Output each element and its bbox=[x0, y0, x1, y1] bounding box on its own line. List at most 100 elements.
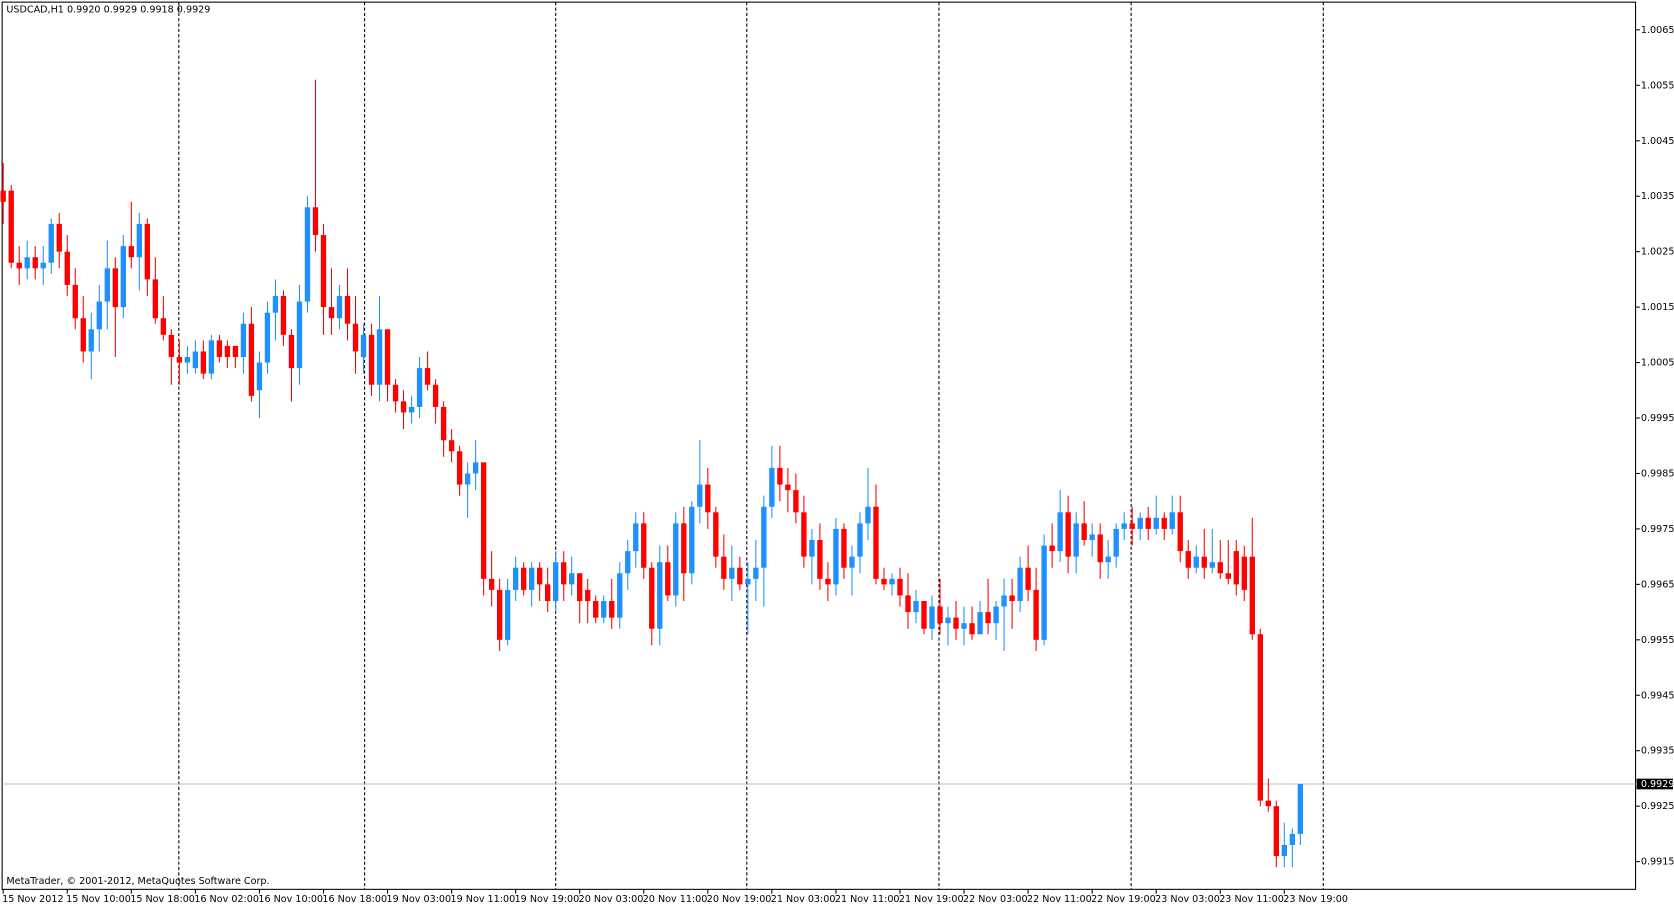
candle-body bbox=[24, 257, 30, 269]
candle-body bbox=[825, 578, 831, 585]
candle-body bbox=[1185, 551, 1191, 568]
x-tick-label: 23 Nov 11:00 bbox=[1219, 894, 1284, 905]
candle-body bbox=[945, 617, 951, 624]
x-tick-label: 16 Nov 10:00 bbox=[258, 894, 323, 905]
x-tick-label: 20 Nov 11:00 bbox=[643, 894, 708, 905]
candle-body bbox=[1009, 595, 1015, 602]
candle-body bbox=[392, 384, 399, 402]
candle-body bbox=[472, 462, 479, 474]
candle-body bbox=[801, 512, 807, 557]
candle-body bbox=[1233, 551, 1239, 585]
candle-body bbox=[937, 606, 943, 624]
y-tick-label: 1.0055 bbox=[1641, 80, 1674, 91]
candle-body bbox=[1281, 844, 1287, 857]
candle-body bbox=[817, 540, 823, 579]
y-tick-label: 0.9985 bbox=[1641, 468, 1674, 479]
candle-body bbox=[617, 573, 623, 618]
y-tick-label: 1.0045 bbox=[1641, 136, 1674, 147]
candle-body bbox=[400, 401, 407, 413]
candle-body bbox=[729, 567, 735, 579]
candle-body bbox=[889, 578, 895, 585]
candle-body bbox=[713, 512, 719, 557]
candle-body bbox=[753, 567, 759, 579]
candle-body bbox=[1073, 523, 1079, 557]
candle-body bbox=[1201, 556, 1207, 568]
candle-body bbox=[569, 573, 575, 585]
y-tick-label: 0.9925 bbox=[1641, 801, 1674, 812]
candle-body bbox=[360, 334, 367, 358]
candle-body bbox=[961, 623, 967, 629]
y-tick-label: 1.0015 bbox=[1641, 302, 1674, 313]
candle-body bbox=[1161, 517, 1167, 529]
x-tick-label: 22 Nov 03:00 bbox=[963, 894, 1028, 905]
candle-body bbox=[905, 595, 911, 613]
candle-body bbox=[216, 340, 223, 358]
x-tick-label: 20 Nov 19:00 bbox=[707, 894, 772, 905]
price-label-box bbox=[1636, 778, 1673, 790]
candle-body bbox=[705, 484, 711, 513]
candle-body bbox=[384, 329, 391, 385]
candle-body bbox=[1145, 517, 1151, 529]
candle-body bbox=[328, 307, 335, 319]
candle-body bbox=[8, 190, 14, 263]
candle-body bbox=[256, 362, 263, 391]
candle-body bbox=[577, 573, 583, 602]
candle-body bbox=[504, 589, 511, 640]
x-tick-label: 22 Nov 19:00 bbox=[1091, 894, 1156, 905]
candle-body bbox=[1153, 517, 1159, 529]
candle-body bbox=[1241, 556, 1247, 590]
candle-body bbox=[464, 473, 471, 485]
candle-body bbox=[168, 334, 175, 358]
candle-body bbox=[496, 589, 503, 640]
x-tick-label: 23 Nov 19:00 bbox=[1283, 894, 1348, 905]
candle-body bbox=[633, 523, 639, 552]
candle-body bbox=[72, 284, 78, 319]
candle-body bbox=[985, 612, 991, 624]
candle-body bbox=[416, 368, 423, 407]
candle-body bbox=[1265, 800, 1271, 807]
footer: MetaTrader, © 2001-2012, MetaQuotes Soft… bbox=[6, 876, 269, 887]
candle-body bbox=[545, 584, 551, 602]
candle-body bbox=[128, 246, 134, 258]
candle-body bbox=[641, 523, 647, 568]
candle-body bbox=[104, 268, 110, 302]
candle-body bbox=[456, 451, 463, 485]
candle-body bbox=[1057, 512, 1063, 552]
candle-body bbox=[777, 467, 783, 485]
candle-body bbox=[144, 223, 150, 280]
candle-body bbox=[673, 523, 679, 596]
candle-body bbox=[1225, 573, 1231, 579]
candle-body bbox=[304, 207, 311, 302]
candle-body bbox=[761, 506, 767, 568]
candle-body bbox=[1273, 806, 1279, 857]
candle-body bbox=[593, 601, 599, 618]
candle-body bbox=[537, 567, 543, 585]
candle-body bbox=[208, 340, 215, 374]
candle-body bbox=[1105, 556, 1111, 563]
candle-body bbox=[1097, 534, 1103, 563]
candle-body bbox=[448, 440, 455, 452]
candle-body bbox=[184, 357, 191, 363]
candle-body bbox=[809, 540, 815, 557]
candle-body bbox=[176, 357, 183, 363]
plot-frame bbox=[1, 1, 1637, 890]
chart-title: USDCAD,H1 0.9920 0.9929 0.9918 0.9929 bbox=[6, 5, 210, 16]
candle-body bbox=[96, 301, 102, 330]
candle-body bbox=[512, 567, 519, 590]
candle-body bbox=[200, 351, 207, 374]
x-tick-label: 19 Nov 03:00 bbox=[386, 894, 451, 905]
candle-body bbox=[136, 223, 142, 258]
candle-body bbox=[609, 601, 615, 618]
candle-body bbox=[1249, 556, 1255, 635]
candle-body bbox=[528, 567, 535, 590]
candle-body bbox=[1137, 517, 1143, 529]
candle-body bbox=[657, 562, 663, 629]
x-tick-label: 21 Nov 11:00 bbox=[835, 894, 900, 905]
candle-body bbox=[440, 406, 447, 441]
candle-body bbox=[344, 296, 351, 324]
candle-body bbox=[561, 562, 567, 585]
candle-body bbox=[1177, 512, 1183, 552]
candle-body bbox=[745, 578, 751, 585]
candle-body bbox=[1025, 567, 1031, 590]
y-tick-label: 1.0025 bbox=[1641, 247, 1674, 258]
